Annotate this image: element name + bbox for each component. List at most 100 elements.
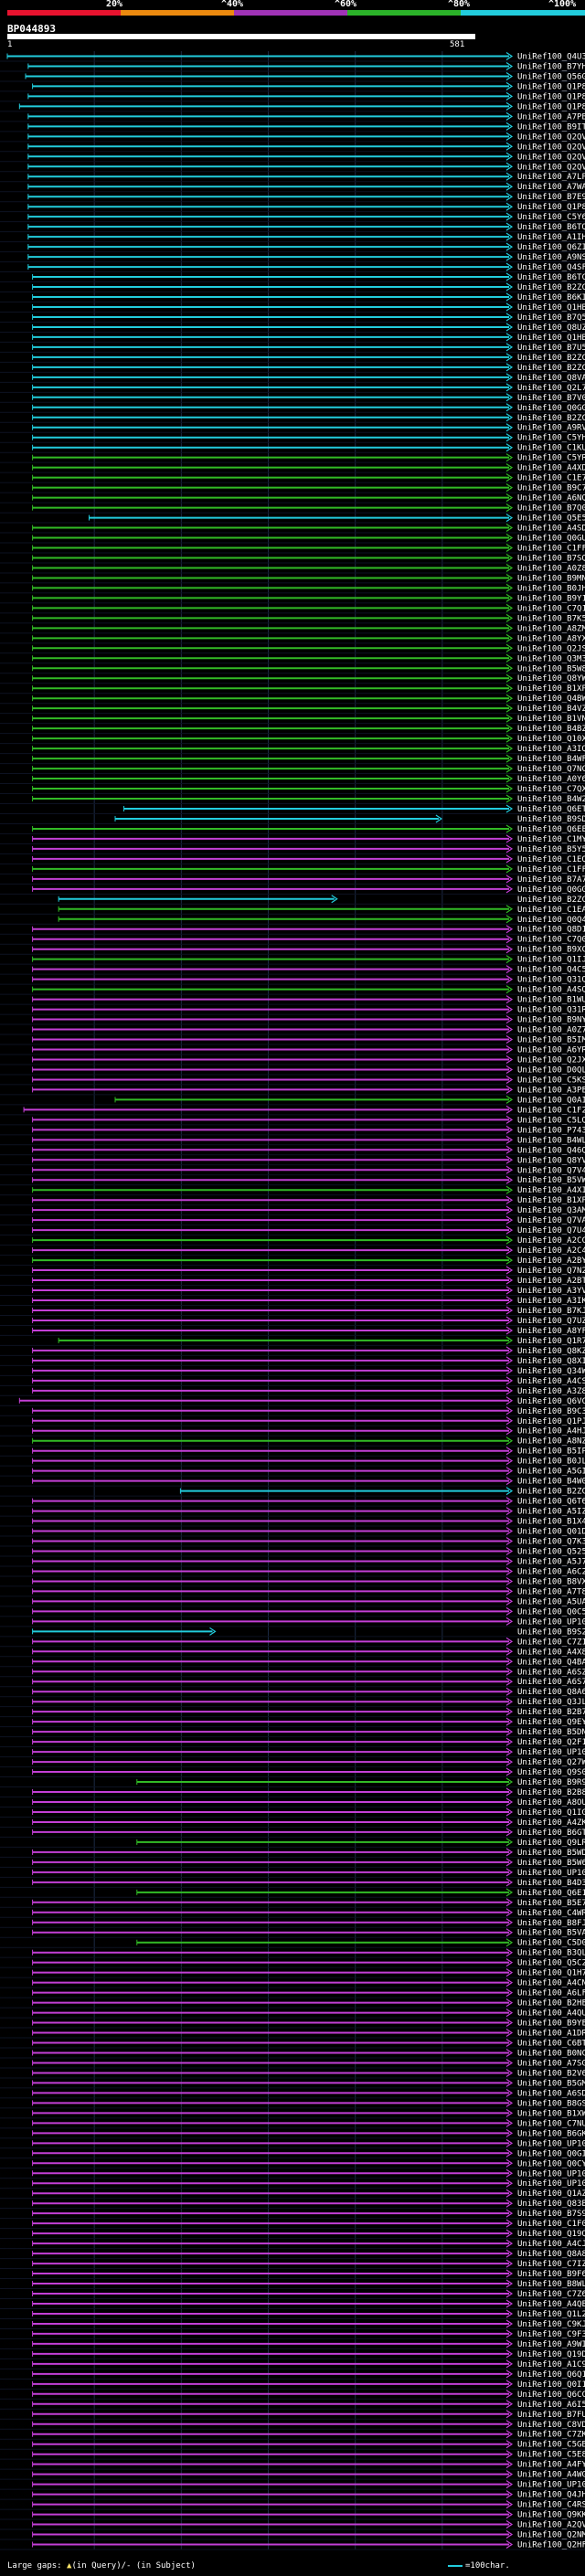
hit-label: UniRef100_A0Y6Q2: [517, 775, 585, 784]
hit-arrow: [505, 373, 514, 382]
hit-arrow: [505, 2289, 514, 2298]
hit-arrow: [505, 2510, 514, 2519]
hit-arrow: [505, 623, 514, 632]
hit-arrow: [505, 182, 514, 191]
hit-label: UniRef100_Q01D62: [517, 1528, 585, 1537]
hit-label: UniRef100_A4XDE8: [517, 464, 585, 473]
hit-label: UniRef100_A2BT80: [517, 1277, 585, 1286]
scale-tick-20: 20%: [106, 0, 123, 9]
hit-label: UniRef100_B2ZC76: [517, 1488, 585, 1497]
hit-arrow: [505, 1878, 514, 1887]
hit-label: UniRef100_Q1PJC7: [517, 1417, 585, 1426]
hit-label: UniRef100_B6GTV1: [517, 1829, 585, 1838]
hit-label: UniRef100_A7SG26: [517, 2059, 585, 2068]
footer-label: Large gaps:: [7, 2561, 62, 2571]
hit-arrow: [505, 925, 514, 934]
hit-label: UniRef100_A7LPQ2: [517, 173, 585, 182]
hit-arrow: [505, 2009, 514, 2018]
hit-label: UniRef100_A4CNN2: [517, 1979, 585, 1988]
hit-label: UniRef100_UP1000...: [517, 2179, 585, 2189]
identity-scale: 20% ^40% ^60% ^80% ^100%: [0, 0, 585, 20]
hit-label: UniRef100_Q8D165: [517, 926, 585, 935]
hit-arrow: [505, 544, 514, 553]
hit-label: UniRef100_B7KJC1: [517, 1307, 585, 1316]
hit-arrow: [505, 1637, 514, 1646]
hit-label: UniRef100_C5LQG8: [517, 1116, 585, 1125]
hit-label: UniRef100_Q2JS14: [517, 644, 585, 653]
hit-label: UniRef100_B0NCE0: [517, 2049, 585, 2058]
hit-arrow: [505, 1467, 514, 1476]
hit-label: UniRef100_Q9KK44: [517, 2511, 585, 2520]
hit-label: UniRef100_Q8YW13: [517, 674, 585, 684]
hit-arrow: [505, 1958, 514, 1967]
hit-arrow: [505, 1256, 514, 1265]
hit-label: UniRef100_A4X8P9: [517, 1648, 585, 1657]
hit-arrow: [505, 1095, 514, 1104]
hit-label: UniRef100_UP1000...: [517, 2139, 585, 2148]
hit-arrow: [505, 1556, 514, 1565]
hit-arrow: [505, 1507, 514, 1516]
hit-label: UniRef100_A4FYE2: [517, 2461, 585, 2470]
hit-label: UniRef100_B5W857: [517, 664, 585, 673]
hit-label: UniRef100_Q8XI52: [517, 1357, 585, 1366]
query-gap-icon: ▲: [67, 2561, 72, 2571]
hit-arrow: [505, 1115, 514, 1124]
scale-tick-40: ^40%: [221, 0, 244, 9]
hit-label: UniRef100_B5W6R7: [517, 1859, 585, 1868]
hit-arrow: [505, 142, 514, 151]
hit-arrow: [505, 1596, 514, 1606]
hit-arrow: [505, 1215, 514, 1224]
hit-label: UniRef100_C5E8U9: [517, 2451, 585, 2460]
hit-arrow: [505, 965, 514, 974]
hit-arrow: [505, 2088, 514, 2097]
hit-label: UniRef100_Q19QC2: [517, 2230, 585, 2239]
hit-arrow: [505, 1687, 514, 1696]
hit-label: UniRef100_C9F3R1: [517, 2330, 585, 2339]
hit-arrow: [505, 61, 514, 70]
hit-arrow: [505, 453, 514, 462]
hit-label: UniRef100_Q4C5V0: [517, 966, 585, 975]
hit-label: UniRef100_UP1000...: [517, 2169, 585, 2178]
hit-arrow: [505, 1948, 514, 1957]
hit-label: UniRef100_Q2QV95: [517, 133, 585, 142]
hit-label: UniRef100_C5KSN0: [517, 1076, 585, 1085]
hit-label: UniRef100_Q8UZ59: [517, 323, 585, 333]
hit-label: UniRef100_UP1000...: [517, 2481, 585, 2490]
hit-label: UniRef100_Q2HF97: [517, 2541, 585, 2550]
hit-arrow: [505, 1807, 514, 1817]
hit-arrow: [505, 945, 514, 954]
hit-arrow: [505, 1135, 514, 1144]
hit-label: UniRef100_B3QLT8: [517, 1949, 585, 1958]
hit-label: UniRef100_B7Q5Q0: [517, 313, 585, 323]
hit-label: UniRef100_B5Y5J4: [517, 845, 585, 854]
hit-arrow: [505, 2329, 514, 2338]
hit-label: UniRef100_Q6VCM3: [517, 1397, 585, 1406]
hit-arrow: [505, 1326, 514, 1335]
hit-arrow: [505, 1707, 514, 1716]
hit-label: UniRef100_B5DND8: [517, 1728, 585, 1737]
hit-arrow: [505, 2128, 514, 2137]
hit-label: UniRef100_Q4BWN9: [517, 694, 585, 704]
hit-label: UniRef100_C7ZKY7: [517, 2431, 585, 2440]
hit-label: UniRef100_C1EQQ4: [517, 855, 585, 864]
hit-label: UniRef100_B9IT28: [517, 122, 585, 132]
hit-arrow: [505, 1055, 514, 1064]
hit-label: UniRef100_A6LFZ5: [517, 1989, 585, 1998]
hit-arrow: [505, 524, 514, 533]
hit-arrow: [505, 663, 514, 673]
hit-arrow: [505, 2540, 514, 2549]
hit-label: UniRef100_A6C2B6: [517, 1567, 585, 1576]
scale-tick-80: ^80%: [448, 0, 471, 9]
hit-label: UniRef100_A8YX39: [517, 634, 585, 643]
hit-label: UniRef100_B9SD13: [517, 815, 585, 824]
hit-label: UniRef100_A4QUJ0: [517, 2009, 585, 2019]
hit-label: UniRef100_B6TCU3: [517, 273, 585, 282]
hit-label: UniRef100_C5D023: [517, 1939, 585, 1948]
hit-arrow: [505, 2019, 514, 2028]
hit-arrow: [505, 2309, 514, 2318]
hit-label: UniRef100_A4QE48: [517, 2300, 585, 2309]
hit-label: UniRef100_A8OUG0: [517, 1798, 585, 1807]
hit-arrow: [505, 774, 514, 783]
hit-arrow: [505, 192, 514, 201]
hit-arrow: [505, 2269, 514, 2278]
